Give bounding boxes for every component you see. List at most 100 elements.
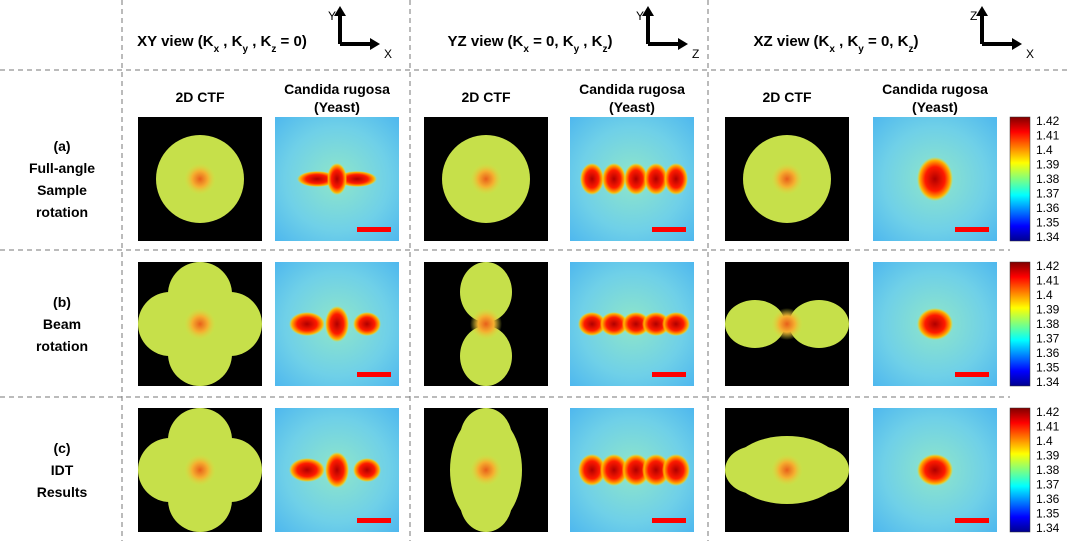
sample-blob [353,312,381,336]
ctf-center [771,308,803,340]
ctf-image [138,262,262,386]
ctf-center [771,163,803,195]
ctf-center [184,454,216,486]
scale-bar [357,227,391,232]
sample-blob [580,163,604,195]
title-part: YZ view (K [448,33,524,50]
axis-label: Y [328,9,336,23]
axis-label: X [384,47,392,61]
scale-bar [652,372,686,377]
column-label: 2D CTF [763,89,812,105]
row-label: Results [37,484,88,500]
colorbar: 1.421.411.41.391.381.371.361.351.34 [1010,114,1060,244]
ctf-image [424,262,548,386]
sample-image [570,408,694,532]
sample-blob [289,312,325,336]
colorbar-tick-label: 1.35 [1036,361,1060,375]
view-title: XZ view (Kx , Ky = 0, Kz) [754,33,919,55]
colorbar: 1.421.411.41.391.381.371.361.351.34 [1010,405,1060,535]
axis-label: X [1026,47,1034,61]
view-title: XY view (Kx , Ky , Kz = 0) [137,33,307,55]
ctf-center [184,163,216,195]
colorbar-gradient [1010,408,1030,532]
colorbar-tick-label: 1.38 [1036,317,1060,331]
colorbar-tick-label: 1.34 [1036,375,1060,389]
colorbar-tick-label: 1.42 [1036,259,1060,273]
title-part: = 0, K [529,33,574,50]
ctf-center [470,163,502,195]
colorbar-tick-label: 1.34 [1036,521,1060,535]
colorbar-tick-label: 1.4 [1036,143,1053,157]
title-part: = 0, K [864,33,909,50]
colorbar-tick-label: 1.42 [1036,114,1060,128]
colorbar-tick-label: 1.38 [1036,463,1060,477]
colorbar-tick-label: 1.41 [1036,420,1060,434]
axis-label: Z [692,47,699,61]
title-part: = 0) [276,33,306,50]
sample-image [570,262,694,386]
title-part: , K [248,33,272,50]
sample-blob [289,458,325,482]
sample-blob [662,454,690,486]
view-title: YZ view (Kx = 0, Ky , Kz) [448,33,613,55]
colorbar-tick-label: 1.35 [1036,507,1060,521]
axis-arrows [648,14,680,44]
ctf-center [184,308,216,340]
column-label: Candida rugosa [284,81,390,97]
row-label: rotation [36,338,88,354]
ctf-image [725,262,849,386]
row-label: (b) [53,294,71,310]
sample-blob [917,157,953,201]
column-label: 2D CTF [462,89,511,105]
column-label: (Yeast) [314,99,360,115]
ctf-image [424,117,548,241]
colorbar-tick-label: 1.39 [1036,449,1060,463]
sample-image [873,408,997,532]
axis-arrows [340,14,372,44]
row-label: (a) [53,138,70,154]
colorbar-tick-label: 1.4 [1036,288,1053,302]
colorbar-tick-label: 1.39 [1036,158,1060,172]
axis-arrows [982,14,1014,44]
colorbar-tick-label: 1.35 [1036,216,1060,230]
scale-bar [955,372,989,377]
ctf-center [470,308,502,340]
axis-label: Y [636,9,644,23]
column-label: 2D CTF [176,89,225,105]
colorbar-tick-label: 1.36 [1036,492,1060,506]
figure: XY view (Kx , Ky , Kz = 0)YX2D CTFCandid… [0,0,1067,541]
row-label: Sample [37,182,87,198]
sample-image [873,117,997,241]
sample-blob [602,163,626,195]
sample-image [873,262,997,386]
ctf-image [725,408,849,532]
sample-blob [327,163,347,195]
title-part: ) [913,33,918,50]
scale-bar [357,372,391,377]
ctf-image [138,117,262,241]
scale-bar [652,518,686,523]
title-part: , K [219,33,243,50]
sample-image [275,262,399,386]
row-label: (c) [53,440,70,456]
sample-blob [325,306,349,342]
row-label: rotation [36,204,88,220]
colorbar: 1.421.411.41.391.381.371.361.351.34 [1010,259,1060,389]
scale-bar [955,227,989,232]
colorbar-tick-label: 1.36 [1036,201,1060,215]
sample-blob [662,312,690,336]
sample-blob [917,454,953,486]
sample-blob [664,163,688,195]
colorbar-tick-label: 1.4 [1036,434,1053,448]
sample-image [275,408,399,532]
title-part: XY view (K [137,33,214,50]
ctf-image [424,408,548,532]
scale-bar [955,518,989,523]
colorbar-tick-label: 1.41 [1036,274,1060,288]
colorbar-gradient [1010,262,1030,386]
row-label: Full-angle [29,160,95,176]
sample-image [570,117,694,241]
column-label: (Yeast) [912,99,958,115]
axis-icon: YX [328,6,392,61]
axis-icon: ZX [970,6,1034,61]
